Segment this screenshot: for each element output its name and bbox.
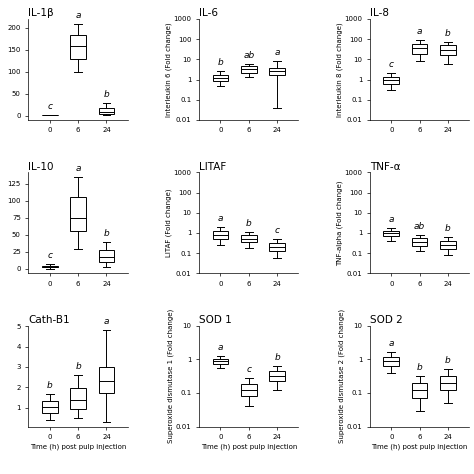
Text: a: a (75, 164, 81, 173)
PathPatch shape (99, 367, 114, 393)
PathPatch shape (70, 388, 86, 409)
PathPatch shape (412, 383, 428, 398)
PathPatch shape (440, 45, 456, 55)
PathPatch shape (383, 230, 399, 236)
PathPatch shape (241, 384, 256, 396)
Text: SOD 2: SOD 2 (370, 315, 403, 325)
PathPatch shape (440, 376, 456, 390)
PathPatch shape (70, 197, 86, 231)
PathPatch shape (213, 359, 228, 364)
PathPatch shape (241, 236, 256, 242)
Text: IL-1β: IL-1β (28, 8, 54, 18)
Text: c: c (47, 101, 52, 110)
Text: c: c (47, 251, 52, 260)
PathPatch shape (42, 265, 57, 267)
Text: IL-6: IL-6 (199, 8, 218, 18)
Text: c: c (275, 226, 280, 235)
Text: b: b (445, 356, 451, 365)
Text: ab: ab (243, 51, 255, 60)
Y-axis label: TNF-alpha (Fold change): TNF-alpha (Fold change) (337, 180, 343, 265)
Text: b: b (47, 382, 53, 391)
PathPatch shape (440, 241, 456, 249)
X-axis label: Time (h) post pulp injection: Time (h) post pulp injection (30, 443, 126, 449)
Text: b: b (445, 28, 451, 37)
Text: b: b (218, 58, 223, 67)
Text: SOD 1: SOD 1 (199, 315, 232, 325)
Text: a: a (274, 48, 280, 57)
Text: a: a (104, 317, 109, 326)
Text: ab: ab (414, 222, 425, 231)
Text: b: b (104, 90, 109, 99)
Text: b: b (445, 224, 451, 233)
PathPatch shape (383, 77, 399, 84)
PathPatch shape (99, 108, 114, 114)
PathPatch shape (241, 66, 256, 73)
PathPatch shape (269, 68, 285, 75)
X-axis label: Time (h) post pulp injection: Time (h) post pulp injection (372, 443, 468, 449)
Text: b: b (104, 228, 109, 237)
PathPatch shape (70, 35, 86, 59)
Text: a: a (218, 214, 223, 223)
Text: c: c (246, 365, 251, 374)
Text: b: b (274, 353, 280, 362)
Text: a: a (389, 215, 394, 224)
PathPatch shape (383, 356, 399, 365)
PathPatch shape (269, 243, 285, 251)
Text: a: a (75, 10, 81, 19)
Y-axis label: Interleukin 6 (Fold change): Interleukin 6 (Fold change) (166, 22, 172, 117)
Text: Cath-B1: Cath-B1 (28, 315, 70, 325)
Text: IL-8: IL-8 (370, 8, 389, 18)
Y-axis label: Superoxide dismutase 1 (Fold change): Superoxide dismutase 1 (Fold change) (168, 309, 174, 443)
Y-axis label: LITAF (Fold change): LITAF (Fold change) (166, 189, 172, 257)
Y-axis label: Interleukin 8 (Fold change): Interleukin 8 (Fold change) (337, 22, 343, 117)
Text: b: b (417, 363, 422, 372)
Text: c: c (389, 60, 394, 69)
Text: a: a (417, 27, 422, 36)
Text: TNF-α: TNF-α (370, 162, 401, 172)
Text: LITAF: LITAF (199, 162, 227, 172)
PathPatch shape (412, 238, 428, 246)
Text: IL-10: IL-10 (28, 162, 54, 172)
Y-axis label: Superoxide dismutase 2 (Fold change): Superoxide dismutase 2 (Fold change) (339, 309, 345, 443)
Text: b: b (75, 362, 81, 371)
Text: a: a (218, 343, 223, 352)
PathPatch shape (42, 401, 57, 413)
X-axis label: Time (h) post pulp injection: Time (h) post pulp injection (201, 443, 297, 449)
PathPatch shape (213, 75, 228, 82)
PathPatch shape (269, 371, 285, 382)
Text: a: a (389, 339, 394, 348)
PathPatch shape (213, 231, 228, 239)
Text: b: b (246, 219, 252, 228)
PathPatch shape (99, 250, 114, 262)
PathPatch shape (412, 44, 428, 54)
